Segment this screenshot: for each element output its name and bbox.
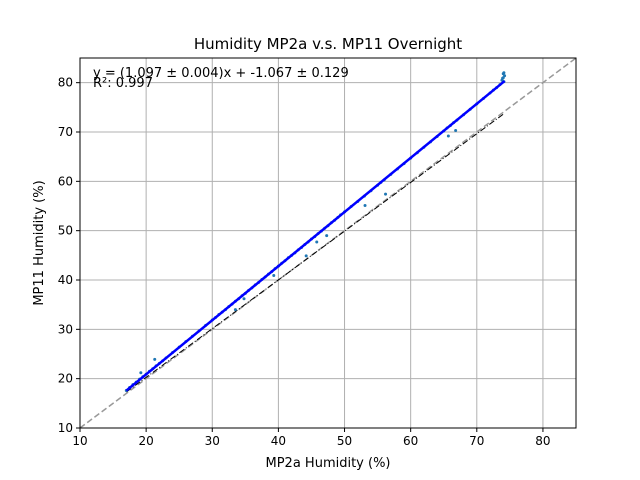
plot-frame xyxy=(79,57,577,429)
x-tick-label: 80 xyxy=(535,434,550,448)
data-point xyxy=(384,192,388,196)
y-tick-label: 20 xyxy=(58,372,73,386)
data-point xyxy=(363,204,367,208)
reference-line xyxy=(125,113,504,393)
x-axis-label: MP2a Humidity (%) xyxy=(266,456,391,471)
data-point xyxy=(139,371,143,375)
data-point xyxy=(501,76,505,80)
x-tick-label: 20 xyxy=(138,434,153,448)
x-tick-label: 50 xyxy=(337,434,352,448)
data-point xyxy=(304,254,308,258)
data-point xyxy=(446,134,450,138)
axis-ticks: 10 20 30 40 50 60 70 80 10 20 30 40 50 60 70 80 xyxy=(58,76,551,448)
fit-line xyxy=(125,80,506,392)
data-point xyxy=(272,274,276,278)
data-point xyxy=(233,308,237,312)
data-point xyxy=(242,297,246,301)
x-tick-label: 40 xyxy=(271,434,286,448)
x-tick-label: 30 xyxy=(205,434,220,448)
fit-equation-annotation: y = (1.097 ± 0.004)x + -1.067 ± 0.129 xyxy=(93,66,349,81)
y-tick-label: 40 xyxy=(58,273,73,287)
y-tick-label: 80 xyxy=(58,76,73,90)
r-squared-annotation: R²: 0.997 xyxy=(93,76,153,91)
data-point xyxy=(153,357,157,361)
y-tick-label: 50 xyxy=(58,224,73,238)
x-tick-label: 10 xyxy=(72,434,87,448)
data-point xyxy=(502,71,506,75)
y-tick-label: 70 xyxy=(58,125,73,139)
x-tick-label: 70 xyxy=(469,434,484,448)
chart-lines xyxy=(79,57,577,429)
data-point xyxy=(503,74,507,78)
chart-title: Humidity MP2a v.s. MP11 Overnight xyxy=(194,35,462,53)
data-point xyxy=(454,129,458,133)
y-tick-label: 30 xyxy=(58,322,73,336)
y-tick-label: 10 xyxy=(58,421,73,435)
y-axis-label: MP11 Humidity (%) xyxy=(32,180,47,305)
x-tick-label: 60 xyxy=(403,434,418,448)
y-tick-label: 60 xyxy=(58,174,73,188)
data-point xyxy=(325,234,329,238)
data-point xyxy=(315,240,319,244)
